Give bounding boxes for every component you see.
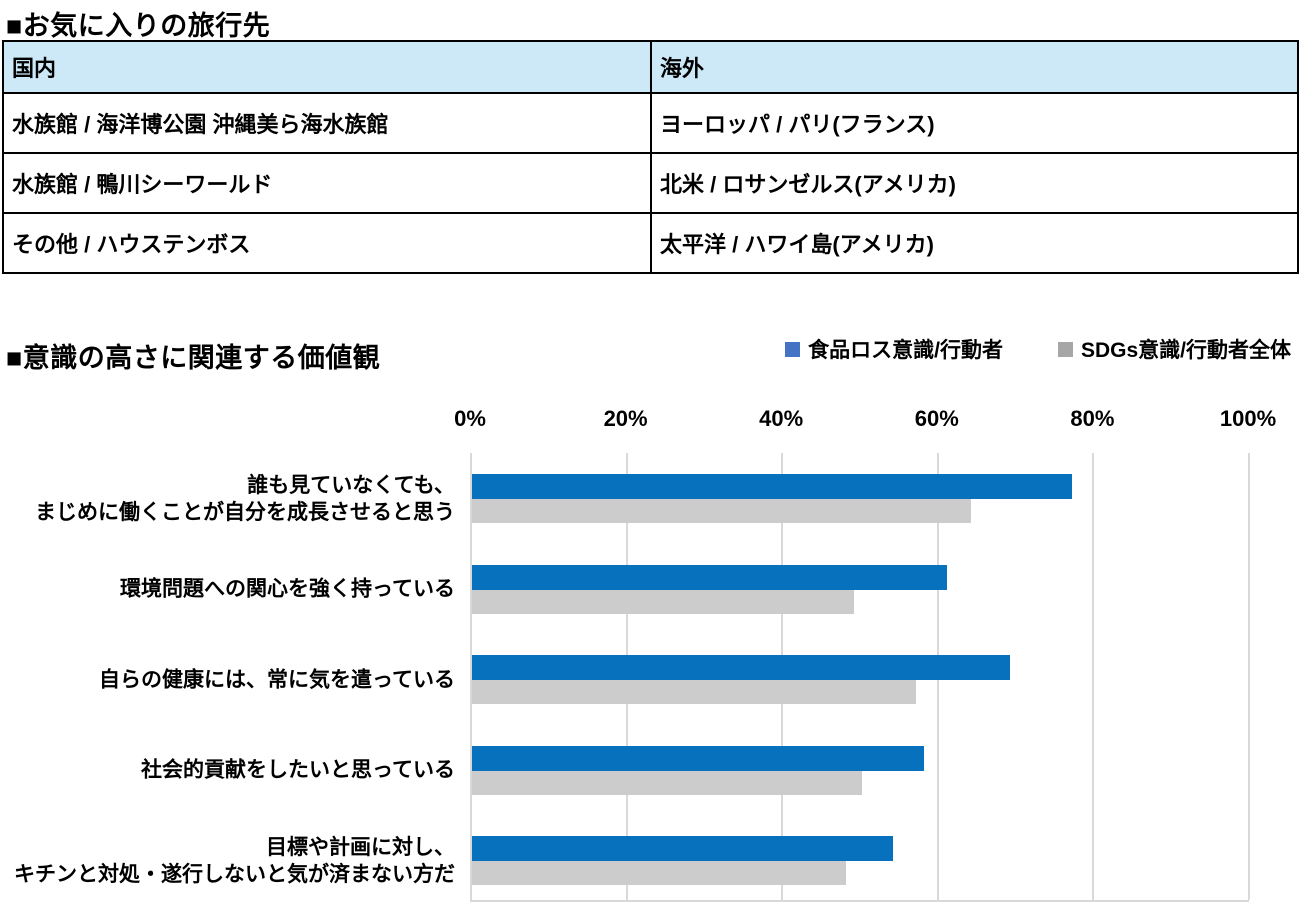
bar-series-sdgs xyxy=(472,770,862,795)
x-axis-tick: 20% xyxy=(603,406,648,431)
table-section-title: ■お気に入りの旅行先 xyxy=(6,11,271,41)
gridline xyxy=(470,453,472,900)
table-cell: ヨーロッパ / パリ(フランス) xyxy=(650,92,1299,154)
gridline xyxy=(1092,453,1095,900)
category-label: 社会的貢献をしたいと思っている xyxy=(141,758,455,782)
chart-legend: 食品ロス意識/行動者 SDGs意識/行動者全体 xyxy=(785,334,1291,364)
x-axis: 0% 20% 40% 60% 80% 100% xyxy=(0,406,1301,436)
bar-series-sdgs xyxy=(472,499,971,523)
table-row: その他 / ハウステンボス 太平洋 / ハワイ島(アメリカ) xyxy=(2,212,1299,274)
legend-swatch-icon xyxy=(1057,341,1073,357)
table-cell: 太平洋 / ハワイ島(アメリカ) xyxy=(650,212,1299,274)
table-cell: 北米 / ロサンゼルス(アメリカ) xyxy=(650,152,1299,214)
gridline xyxy=(1248,453,1250,900)
legend-item: 食品ロス意識/行動者 xyxy=(785,334,1003,364)
bar-chart-plot-area xyxy=(470,453,1250,902)
table-cell: 水族館 / 鴨川シーワールド xyxy=(2,152,652,214)
x-axis-tick: 100% xyxy=(1219,406,1277,431)
table-row: 水族館 / 鴨川シーワールド 北米 / ロサンゼルス(アメリカ) xyxy=(2,152,1299,214)
table-row: 水族館 / 海洋博公園 沖縄美ら海水族館 ヨーロッパ / パリ(フランス) xyxy=(2,92,1299,154)
category-label: 環境問題への関心を強く持っている xyxy=(120,577,455,601)
bar-series-foodloss xyxy=(472,836,893,861)
bar-series-foodloss xyxy=(472,655,1010,680)
bar-series-foodloss xyxy=(472,564,948,590)
legend-swatch-icon xyxy=(785,341,801,357)
x-axis-tick: 60% xyxy=(914,406,959,431)
legend-label: SDGs意識/行動者全体 xyxy=(1080,339,1291,362)
x-axis-tick: 0% xyxy=(454,406,486,431)
table-header-row: 国内 海外 xyxy=(2,40,1299,94)
category-label: 目標や計画に対し、 キチンと対処・遂行しないと気が済まない方だ xyxy=(14,835,455,886)
legend-item: SDGs意識/行動者全体 xyxy=(1057,334,1291,364)
column-header-domestic: 国内 xyxy=(2,40,652,94)
legend-label: 食品ロス意識/行動者 xyxy=(808,339,1003,362)
bar-series-foodloss xyxy=(472,745,924,771)
column-header-overseas: 海外 xyxy=(650,40,1299,94)
bar-series-foodloss xyxy=(472,474,1072,499)
table-cell: 水族館 / 海洋博公園 沖縄美ら海水族館 xyxy=(2,92,652,154)
x-axis-tick: 80% xyxy=(1070,406,1115,431)
bar-series-sdgs xyxy=(472,589,854,614)
bar-series-sdgs xyxy=(472,861,846,885)
category-label: 誰も見ていなくても、 まじめに働くことが自分を成長させると思う xyxy=(35,473,455,524)
x-axis-tick: 40% xyxy=(759,406,804,431)
chart-title: ■意識の高さに関連する価値観 xyxy=(6,343,381,373)
favorites-table: 国内 海外 水族館 / 海洋博公園 沖縄美ら海水族館 ヨーロッパ / パリ(フラン… xyxy=(2,40,1299,274)
table-cell: その他 / ハウステンボス xyxy=(2,212,652,274)
bar-series-sdgs xyxy=(472,680,917,704)
category-label: 自らの健康には、常に気を遣っている xyxy=(99,668,455,691)
